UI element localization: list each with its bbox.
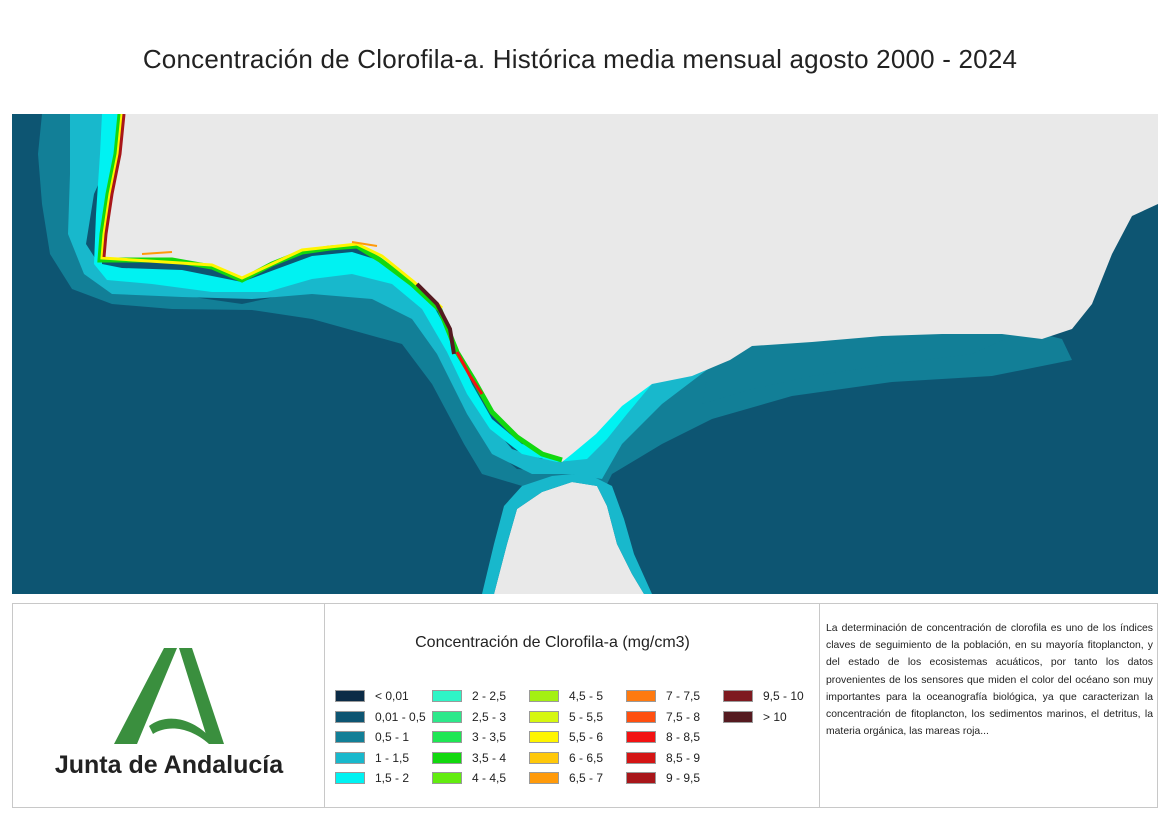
chlorophyll-map[interactable]	[12, 114, 1158, 594]
legend-swatch	[335, 710, 365, 723]
legend-item: 8,5 - 9	[626, 750, 736, 766]
legend-swatch	[723, 690, 753, 702]
legend-swatch	[432, 772, 462, 784]
legend-label: 4 - 4,5	[472, 771, 507, 785]
fringe-orange	[141, 241, 378, 255]
legend-item: 0,5 - 1	[335, 729, 445, 745]
legend-item: 3,5 - 4	[432, 750, 542, 766]
coastal-fringe-green	[97, 114, 563, 463]
coastal-fringe-yellow	[100, 114, 444, 310]
legend-swatch	[335, 731, 365, 743]
legend-item: 9 - 9,5	[626, 770, 736, 786]
legend-item: 8 - 8,5	[626, 729, 736, 745]
legend-swatch	[529, 690, 559, 702]
logo-panel: Junta de Andalucía	[13, 604, 325, 807]
legend-item: 3 - 3,5	[432, 729, 542, 745]
legend-label: 9,5 - 10	[763, 689, 804, 703]
legend-swatch	[723, 710, 753, 723]
legend-swatch	[335, 751, 365, 764]
legend-item: 2 - 2,5	[432, 688, 542, 704]
africa-shelf	[482, 474, 652, 594]
legend-swatch	[432, 731, 462, 743]
legend-label: 1,5 - 2	[375, 771, 410, 785]
legend-label: 4,5 - 5	[569, 689, 604, 703]
legend-item: 7 - 7,5	[626, 688, 736, 704]
legend-swatch	[335, 772, 365, 784]
legend-item: 1 - 1,5	[335, 750, 445, 766]
legend-label: 7,5 - 8	[666, 709, 701, 724]
description-panel: La determinación de concentración de clo…	[820, 604, 1159, 807]
legend-swatch	[432, 710, 462, 723]
legend-label: 8 - 8,5	[666, 730, 701, 744]
legend-label: 7 - 7,5	[666, 689, 701, 703]
legend-label: 3,5 - 4	[472, 750, 507, 765]
legend-swatch	[529, 731, 559, 743]
legend-label: 2,5 - 3	[472, 709, 507, 724]
legend-label: 9 - 9,5	[666, 771, 701, 785]
legend-label: 5,5 - 6	[569, 730, 604, 744]
legend-swatch	[432, 690, 462, 702]
coastal-fringe-red	[102, 114, 126, 258]
inner-shelf	[68, 114, 732, 479]
med-shelf	[702, 332, 1012, 404]
legend-label: 1 - 1,5	[375, 750, 410, 765]
legend-label: 6 - 6,5	[569, 750, 604, 765]
legend-swatch	[529, 710, 559, 723]
coastal-cyan	[94, 114, 652, 462]
legend-item: 4 - 4,5	[432, 770, 542, 786]
legend-item: 0,01 - 0,5	[335, 709, 445, 725]
map-canvas	[12, 114, 1158, 594]
legend-swatch	[432, 751, 462, 764]
legend-title: Concentración de Clorofila-a (mg/cm3)	[415, 634, 690, 651]
legend-swatch	[626, 751, 656, 764]
legend-label: 0,5 - 1	[375, 730, 410, 744]
legend-swatch	[335, 690, 365, 702]
legend-label: 8,5 - 9	[666, 750, 701, 765]
map-title: Concentración de Clorofila-a. Histórica …	[142, 44, 1018, 74]
legend-swatch	[529, 751, 559, 764]
legend-item: 4,5 - 5	[529, 688, 639, 704]
legend-item: 5,5 - 6	[529, 729, 639, 745]
land-africa	[494, 482, 644, 594]
legend-swatch	[626, 710, 656, 723]
legend-label: < 0,01	[375, 689, 409, 703]
legend-label: 3 - 3,5	[472, 730, 507, 744]
description-text: La determinación de concentración de clo…	[826, 623, 1153, 738]
legend-panel: Concentración de Clorofila-a (mg/cm3) < …	[325, 604, 820, 807]
legend-swatch	[626, 690, 656, 702]
legend-label: 5 - 5,5	[569, 709, 604, 724]
legend-swatch	[626, 772, 656, 784]
legend-label: > 10	[763, 709, 787, 724]
bottom-panel: Junta de Andalucía Concentración de Clor…	[12, 603, 1158, 808]
legend-item: 1,5 - 2	[335, 770, 445, 786]
coastal-fringe-red-2	[455, 351, 484, 395]
legend-item: < 0,01	[335, 688, 445, 704]
legend-item: > 10	[723, 709, 833, 725]
legend-label: 2 - 2,5	[472, 689, 507, 703]
legend-label: 6,5 - 7	[569, 771, 604, 785]
logo-name: Junta de Andalucía	[54, 751, 284, 779]
coastal-fringe-darkred	[415, 282, 456, 355]
legend-label: 0,01 - 0,5	[375, 709, 426, 724]
legend-item: 2,5 - 3	[432, 709, 542, 725]
legend-item: 6,5 - 7	[529, 770, 639, 786]
legend-swatch	[626, 731, 656, 743]
legend-item: 9,5 - 10	[723, 688, 833, 704]
junta-logo-icon	[114, 648, 224, 744]
legend-item: 7,5 - 8	[626, 709, 736, 725]
legend-swatch	[529, 772, 559, 784]
land-iberia	[100, 114, 1158, 462]
legend-item: 6 - 6,5	[529, 750, 639, 766]
legend-item: 5 - 5,5	[529, 709, 639, 725]
